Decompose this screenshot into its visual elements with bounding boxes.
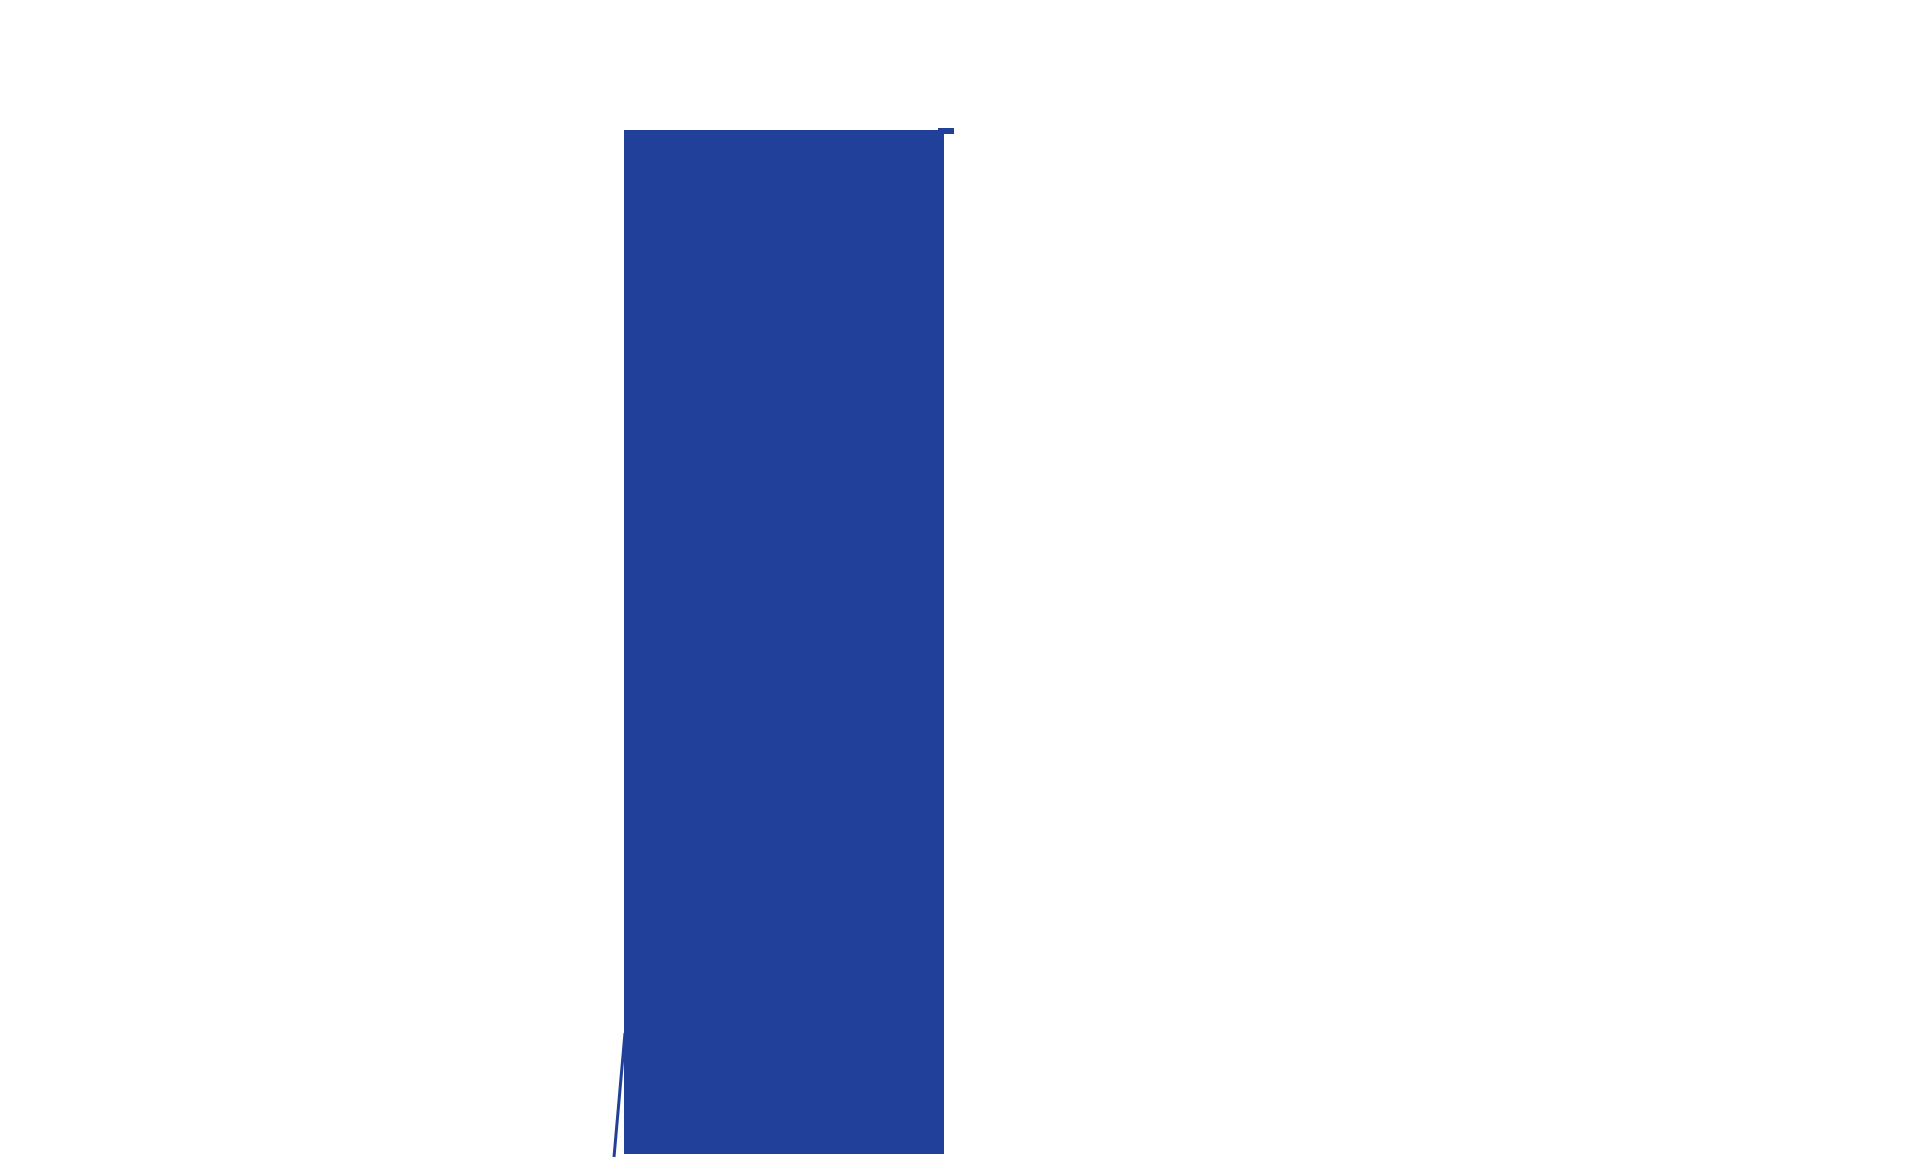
diagonal-line: [612, 1032, 627, 1158]
top-right-notch: [938, 128, 954, 134]
blue-rectangle: [624, 130, 944, 1154]
